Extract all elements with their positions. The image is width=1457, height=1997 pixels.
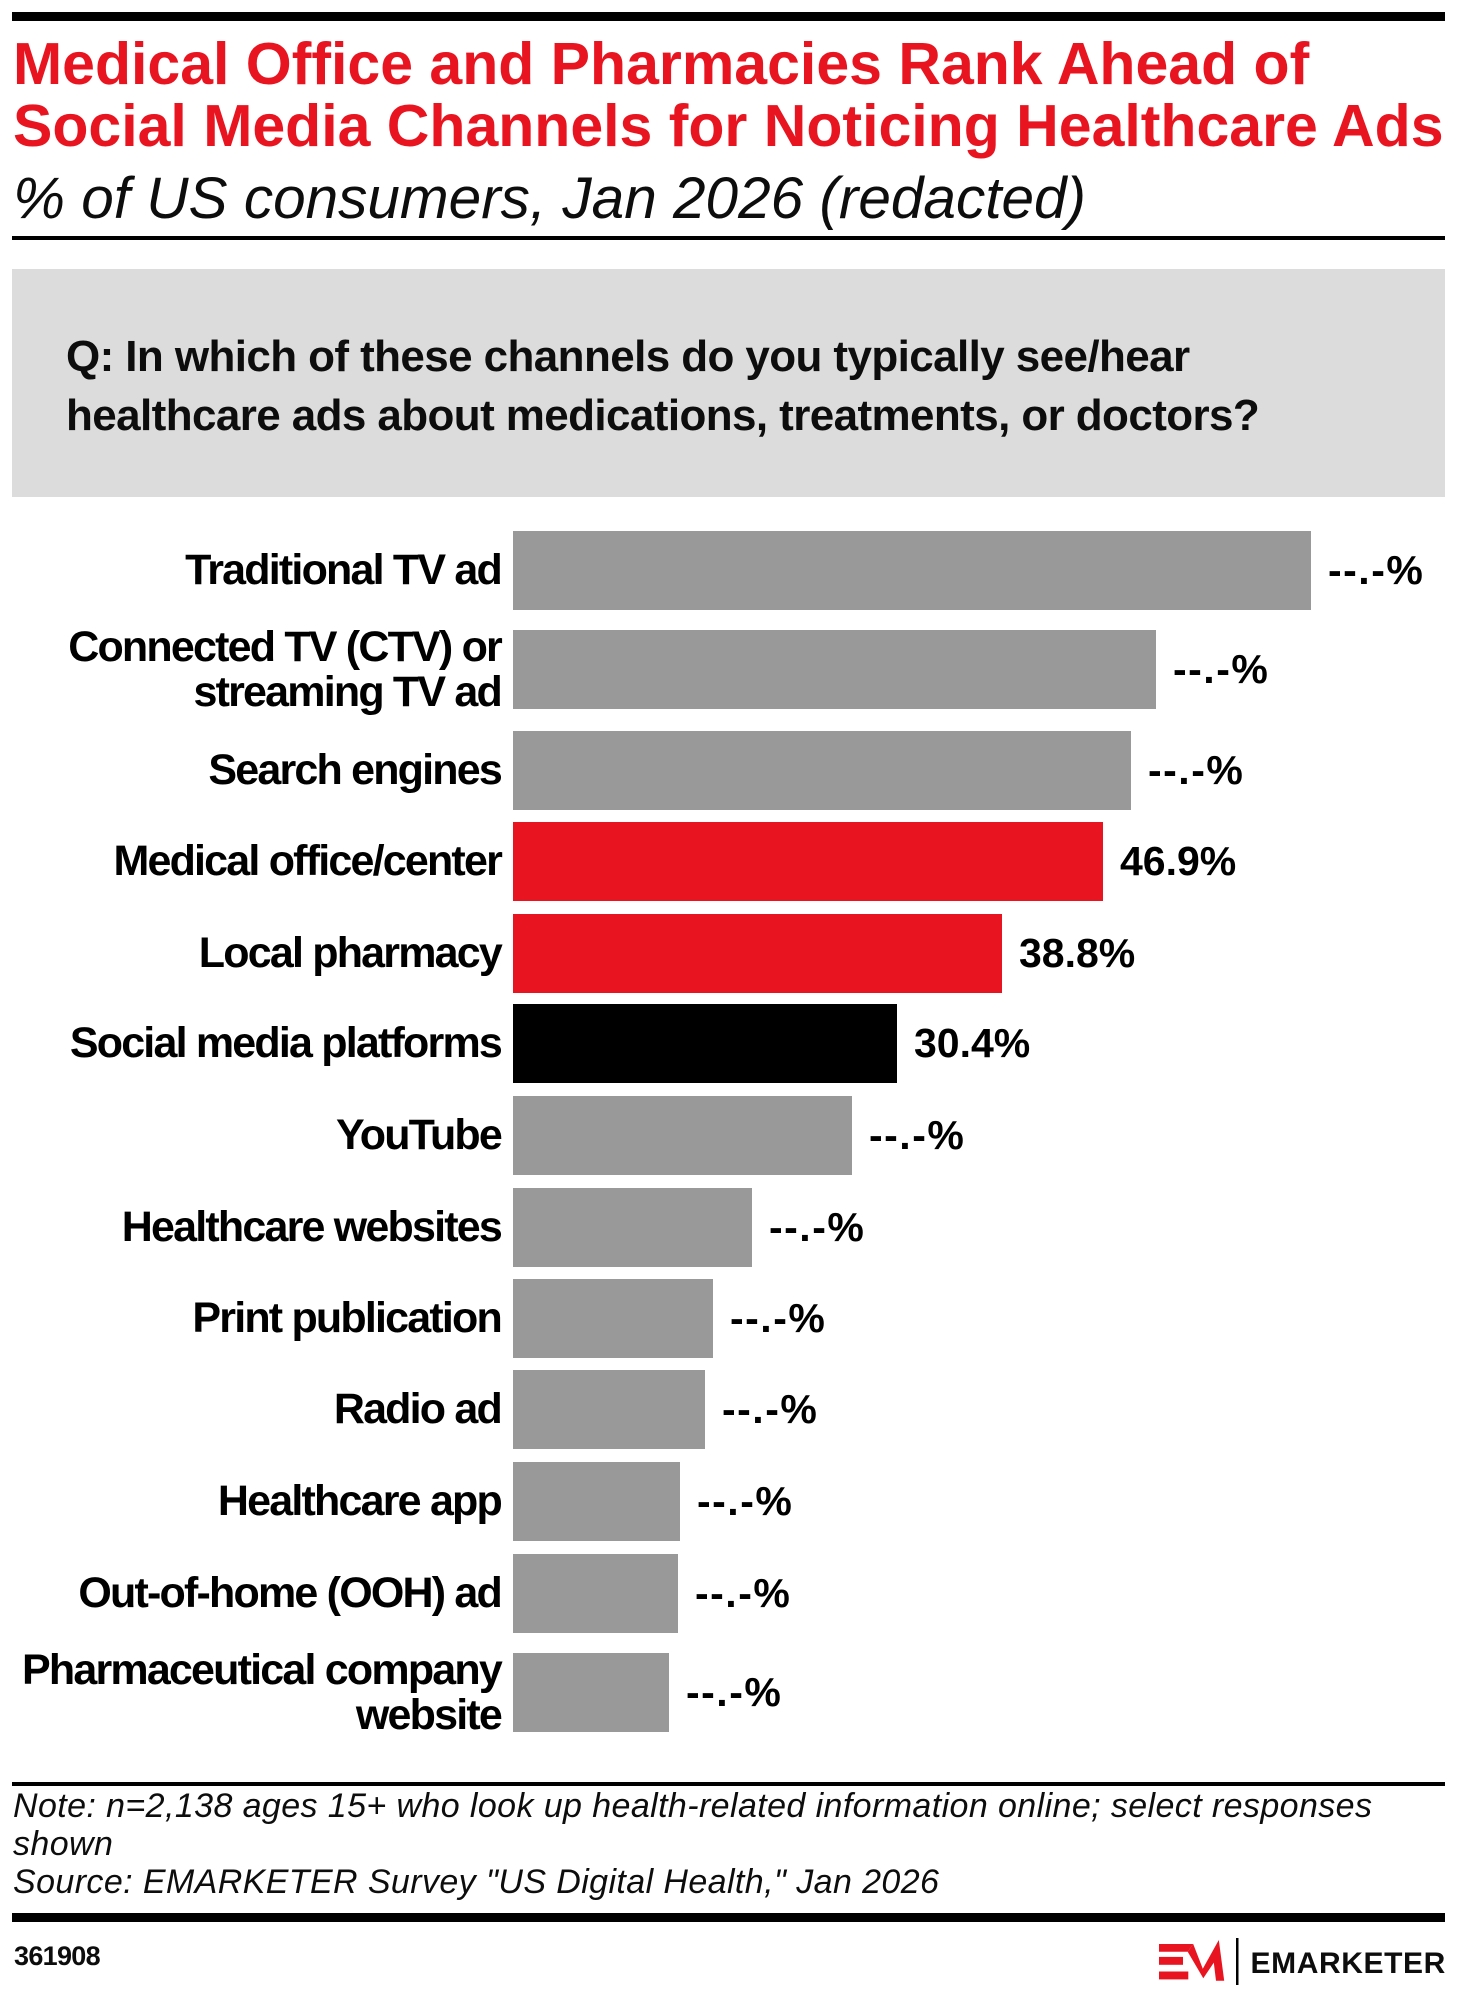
svg-text:EMARKETER: EMARKETER: [1251, 1947, 1446, 1980]
